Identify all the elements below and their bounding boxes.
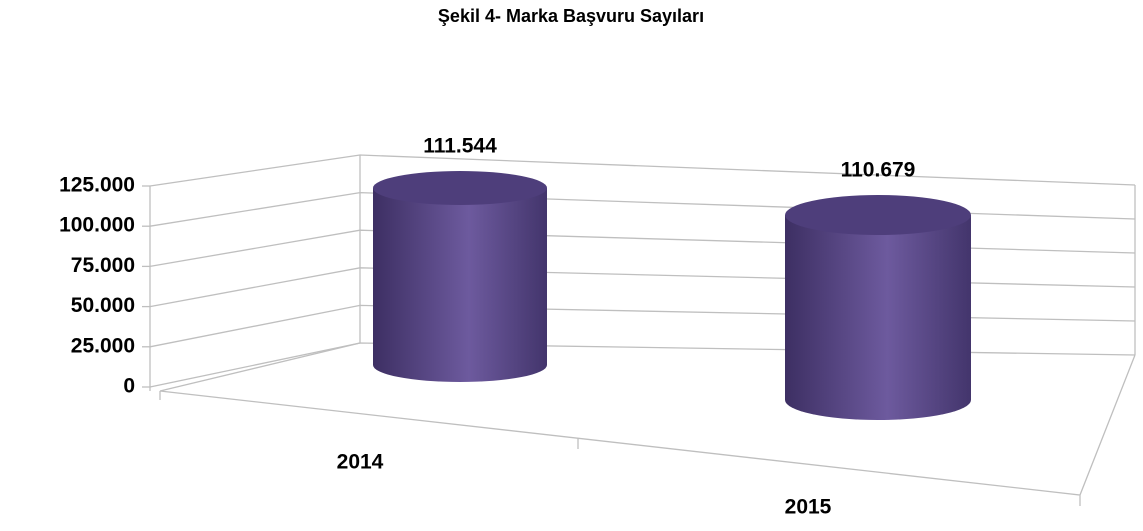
x-tick-label: 2015 bbox=[785, 496, 832, 519]
cylinder-body bbox=[785, 215, 971, 420]
cylinder-top bbox=[785, 195, 971, 235]
grid-line bbox=[149, 304, 1136, 348]
y-tick-label: 100.000 bbox=[59, 214, 135, 237]
chart-title: Şekil 4- Marka Başvuru Sayıları bbox=[438, 6, 704, 26]
bar bbox=[373, 171, 547, 382]
grid-line bbox=[149, 191, 1136, 227]
y-tick-label: 25.000 bbox=[71, 334, 135, 357]
data-label: 111.544 bbox=[423, 135, 497, 158]
x-tick-label: 2014 bbox=[337, 451, 384, 474]
wall-edge bbox=[149, 155, 1136, 391]
y-tick-label: 50.000 bbox=[71, 294, 135, 317]
data-label: 110.679 bbox=[841, 159, 916, 182]
cylinder-body bbox=[373, 188, 547, 382]
cylinder-top bbox=[373, 171, 547, 205]
y-tick-label: 75.000 bbox=[71, 254, 135, 277]
y-tick-label: 0 bbox=[123, 375, 135, 398]
grid-line bbox=[149, 229, 1136, 268]
grid-line bbox=[149, 154, 1136, 187]
floor bbox=[159, 342, 1136, 506]
bar bbox=[785, 195, 971, 420]
grid-line bbox=[149, 267, 1136, 308]
grid-line bbox=[149, 342, 1136, 388]
y-tick-label: 125.000 bbox=[59, 174, 135, 197]
